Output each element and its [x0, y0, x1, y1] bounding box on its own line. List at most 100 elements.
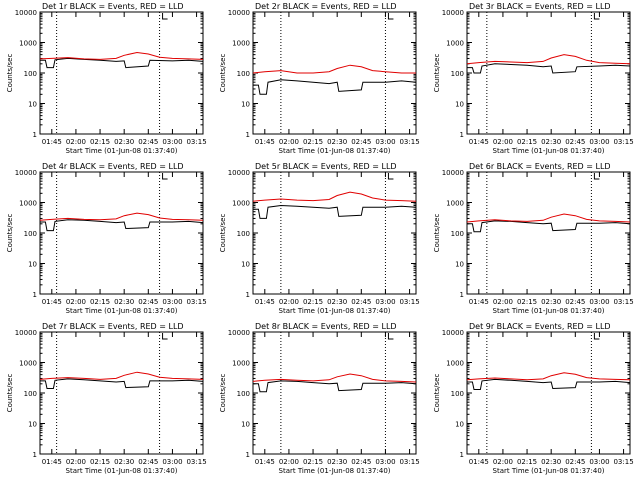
y-tick-label: 1000	[232, 360, 250, 368]
x-tick-label: 02:15	[303, 458, 323, 466]
y-axis-label: Counts/sec	[433, 54, 441, 93]
events-series-line	[253, 204, 417, 219]
x-tick-label: 03:00	[162, 298, 182, 306]
x-tick-label: 03:15	[186, 138, 206, 146]
x-tick-label: 02:30	[327, 298, 347, 306]
x-tick-label: 03:00	[589, 458, 609, 466]
x-tick-label: 02:45	[138, 298, 158, 306]
y-tick-label: 100	[237, 230, 250, 238]
lld-series-line	[39, 51, 204, 60]
x-tick-label: 02:15	[90, 298, 110, 306]
y-tick-label: 1	[33, 291, 37, 299]
plot-frame	[252, 331, 417, 455]
panel-2: Det 2r BLACK = Events, RED = LLD 1 10 100 10…	[219, 2, 420, 155]
y-tick-label: 100	[237, 390, 250, 398]
x-tick-label: 02:00	[493, 458, 513, 466]
x-tick-label: 03:15	[399, 298, 419, 306]
x-tick-label: 02:15	[90, 138, 110, 146]
y-tick-label: 1000	[446, 200, 464, 208]
x-tick-label: 02:45	[138, 138, 158, 146]
x-tick-label: 02:30	[114, 298, 134, 306]
plot-frame	[466, 331, 631, 455]
x-tick-label: 03:00	[162, 138, 182, 146]
panel-1: Det 1r BLACK = Events, RED = LLD 1 10 100 10…	[6, 2, 207, 155]
lld-series-line	[252, 191, 417, 202]
lld-series-line	[466, 213, 631, 223]
y-tick-label: 10000	[228, 329, 250, 337]
x-tick-label: 02:45	[565, 458, 585, 466]
y-tick-label: 100	[237, 70, 250, 78]
y-tick-label: 1	[460, 291, 464, 299]
x-tick-label: 03:15	[613, 458, 633, 466]
x-tick-label: 01:45	[42, 138, 62, 146]
l-marker	[162, 173, 168, 180]
x-tick-label: 02:15	[517, 298, 537, 306]
lld-series-line	[466, 54, 631, 65]
y-axis-label: Counts/sec	[219, 214, 227, 253]
y-tick-label: 100	[24, 230, 37, 238]
events-series-line	[40, 57, 204, 69]
y-tick-label: 10	[241, 101, 250, 109]
y-tick-label: 10000	[228, 9, 250, 17]
y-tick-label: 100	[24, 70, 37, 78]
events-series-line	[467, 220, 631, 233]
panel-title: Det 5r BLACK = Events, RED = LLD	[255, 162, 397, 171]
y-tick-label: 1000	[446, 360, 464, 368]
x-tick-label: 03:00	[162, 458, 182, 466]
x-tick-label: 01:45	[42, 458, 62, 466]
x-tick-label: 01:45	[469, 458, 489, 466]
y-tick-label: 1000	[446, 40, 464, 48]
l-marker	[387, 173, 394, 180]
plot-frame	[252, 171, 417, 295]
y-tick-label: 1	[33, 131, 37, 139]
y-tick-label: 100	[24, 390, 37, 398]
x-tick-label: 02:15	[517, 458, 537, 466]
x-tick-label: 02:00	[279, 138, 299, 146]
x-tick-label: 03:15	[613, 298, 633, 306]
plot-frame	[39, 171, 204, 295]
x-tick-label: 02:30	[327, 138, 347, 146]
y-tick-label: 1	[246, 291, 250, 299]
l-marker	[162, 333, 168, 340]
y-tick-label: 10000	[228, 169, 250, 177]
y-tick-label: 10	[455, 261, 464, 269]
panel-title: Det 6r BLACK = Events, RED = LLD	[469, 162, 611, 171]
x-tick-label: 03:00	[589, 138, 609, 146]
panel-5: Det 5r BLACK = Events, RED = LLD 1 10 100 10…	[219, 162, 420, 315]
events-series-line	[253, 79, 417, 95]
x-tick-label: 02:45	[351, 298, 371, 306]
y-tick-label: 10000	[15, 169, 37, 177]
y-tick-label: 10	[241, 421, 250, 429]
plot-frame	[252, 11, 417, 135]
panel-4: Det 4r BLACK = Events, RED = LLD 1 10 100 10…	[6, 162, 207, 315]
y-tick-label: 1	[460, 131, 464, 139]
y-tick-label: 1	[460, 451, 464, 459]
panel-title: Det 1r BLACK = Events, RED = LLD	[42, 2, 184, 11]
x-tick-label: 02:15	[303, 138, 323, 146]
x-tick-label: 02:00	[66, 298, 86, 306]
y-axis-label: Counts/sec	[219, 54, 227, 93]
x-tick-label: 02:00	[66, 458, 86, 466]
x-axis-label: Start Time (01-Jun-08 01:37:40)	[493, 467, 605, 475]
lld-series-line	[252, 373, 417, 383]
y-tick-label: 100	[451, 390, 464, 398]
y-tick-label: 10000	[442, 9, 464, 17]
x-tick-label: 02:15	[303, 298, 323, 306]
x-tick-label: 02:45	[565, 298, 585, 306]
x-tick-label: 02:30	[114, 458, 134, 466]
x-tick-label: 03:15	[399, 138, 419, 146]
x-tick-label: 02:30	[327, 458, 347, 466]
y-tick-label: 10	[28, 261, 37, 269]
x-tick-label: 02:00	[66, 138, 86, 146]
x-tick-label: 02:30	[541, 458, 561, 466]
x-tick-label: 02:45	[138, 458, 158, 466]
y-tick-label: 10000	[15, 329, 37, 337]
y-tick-label: 10	[455, 421, 464, 429]
x-tick-label: 02:00	[279, 298, 299, 306]
x-tick-label: 01:45	[42, 298, 62, 306]
panel-8: Det 8r BLACK = Events, RED = LLD 1 10 100 10…	[219, 322, 420, 475]
lld-series-line	[39, 371, 204, 380]
panel-7: Det 7r BLACK = Events, RED = LLD 1 10 100 10…	[6, 322, 207, 475]
x-tick-label: 01:45	[469, 298, 489, 306]
events-series-line	[253, 380, 417, 393]
